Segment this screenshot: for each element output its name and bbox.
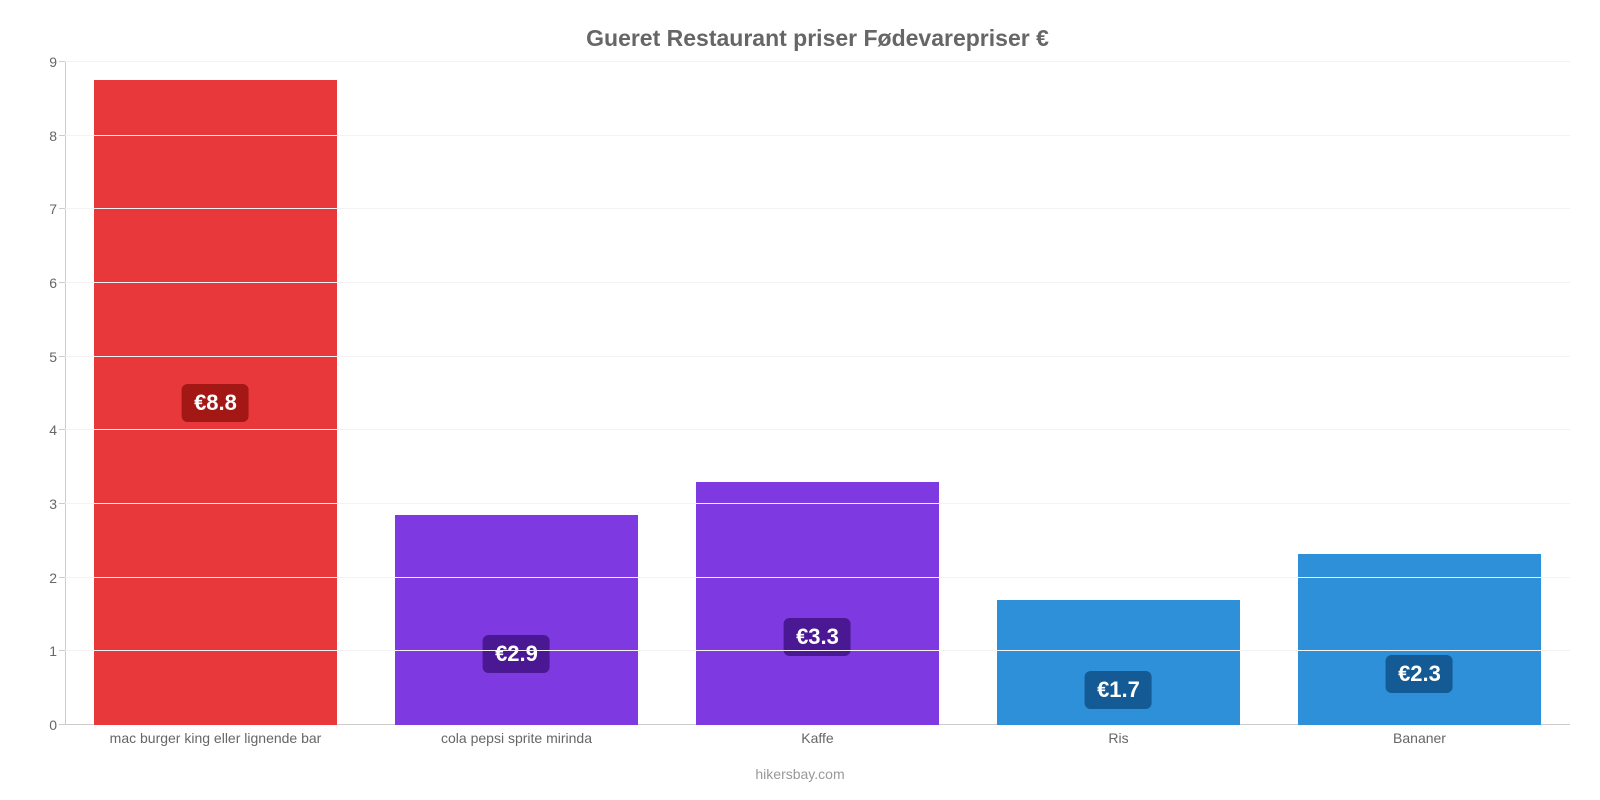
bar-value-label: €2.3 <box>1386 655 1453 693</box>
y-tick-label: 4 <box>49 422 65 438</box>
bar-fill <box>1298 554 1542 725</box>
grid-line <box>65 282 1570 283</box>
y-tick-label: 9 <box>49 54 65 70</box>
bar: €2.3 <box>1298 554 1542 725</box>
x-axis-label: Kaffe <box>667 724 968 746</box>
y-tick-label: 8 <box>49 128 65 144</box>
x-axis-label: Ris <box>968 724 1269 746</box>
bar-value-label: €1.7 <box>1085 671 1152 709</box>
bar-fill <box>696 482 940 725</box>
bar-value-label: €2.9 <box>483 635 550 673</box>
x-axis-labels: mac burger king eller lignende barcola p… <box>65 724 1570 746</box>
x-axis-label: mac burger king eller lignende bar <box>65 724 366 746</box>
bar-slot: €2.3 <box>1269 62 1570 725</box>
grid-line <box>65 356 1570 357</box>
bars-container: €8.8 €2.9 €3.3 €1.7 €2.3 <box>65 62 1570 725</box>
y-tick-label: 5 <box>49 349 65 365</box>
y-tick-label: 6 <box>49 275 65 291</box>
bar: €8.8 <box>94 80 338 725</box>
grid-line <box>65 208 1570 209</box>
bar-value-label: €8.8 <box>182 384 249 422</box>
y-tick-label: 7 <box>49 201 65 217</box>
y-tick-label: 0 <box>49 717 65 733</box>
x-axis-label: Bananer <box>1269 724 1570 746</box>
chart-caption: hikersbay.com <box>0 766 1600 782</box>
x-axis-label: cola pepsi sprite mirinda <box>366 724 667 746</box>
y-tick-label: 3 <box>49 496 65 512</box>
bar-slot: €8.8 <box>65 62 366 725</box>
grid-line <box>65 577 1570 578</box>
bar-slot: €2.9 <box>366 62 667 725</box>
bar: €2.9 <box>395 515 639 725</box>
bar-slot: €1.7 <box>968 62 1269 725</box>
bar: €1.7 <box>997 600 1241 725</box>
grid-line <box>65 135 1570 136</box>
grid-line <box>65 503 1570 504</box>
y-tick-label: 1 <box>49 643 65 659</box>
bar-slot: €3.3 <box>667 62 968 725</box>
bar: €3.3 <box>696 482 940 725</box>
plot-area: €8.8€2.9€3.3€1.7€2.3 0123456789 <box>65 62 1570 725</box>
bar-chart: Gueret Restaurant priser Fødevarepriser … <box>0 0 1600 800</box>
grid-line <box>65 429 1570 430</box>
y-tick-label: 2 <box>49 570 65 586</box>
bar-fill <box>395 515 639 725</box>
grid-line <box>65 650 1570 651</box>
grid-line <box>65 61 1570 62</box>
chart-title: Gueret Restaurant priser Fødevarepriser … <box>65 10 1570 57</box>
